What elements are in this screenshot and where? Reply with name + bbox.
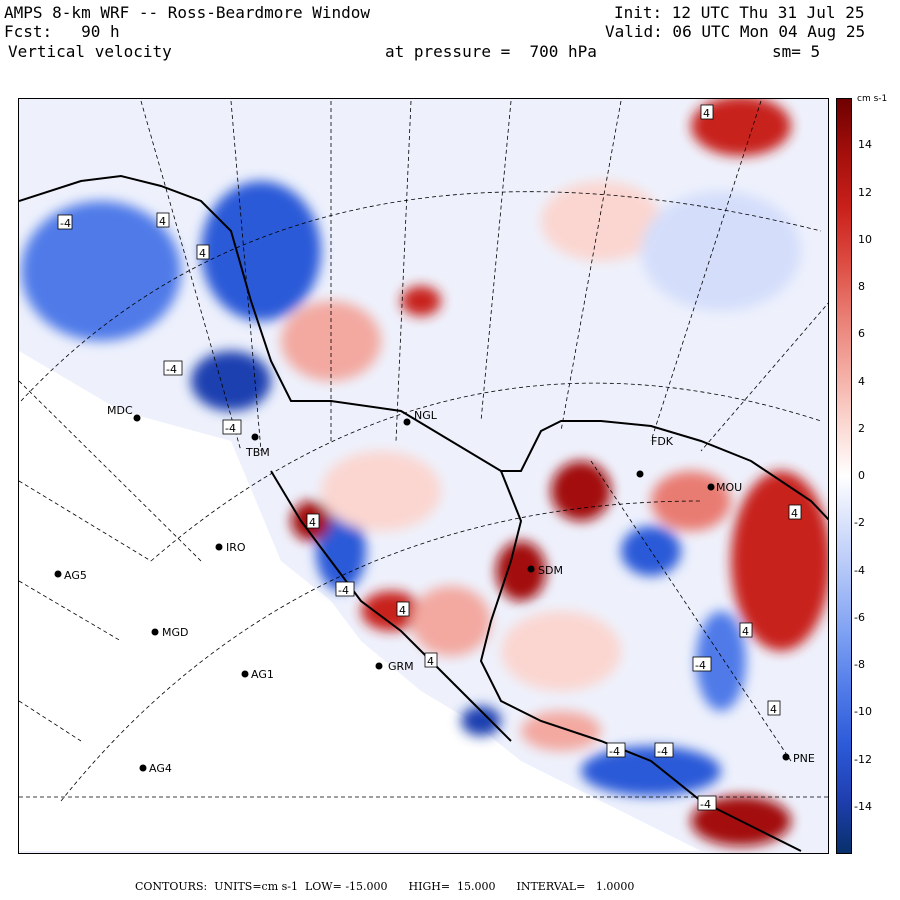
contour-label: -4 xyxy=(692,656,712,672)
station-dot-tbm xyxy=(251,433,259,441)
contour-label: 4 xyxy=(396,601,410,617)
station-dot-ag5 xyxy=(54,570,62,578)
colorbar-tick-label: 4 xyxy=(858,374,865,388)
svg-text:4: 4 xyxy=(427,655,434,668)
colorbar-tick-label: -4 xyxy=(854,563,865,577)
station-dot-sdm xyxy=(527,565,535,573)
station-label-fdk: FDK xyxy=(651,435,674,448)
station-dot-ag1 xyxy=(241,670,249,678)
valid-time: Valid: 06 UTC Mon 04 Aug 25 xyxy=(605,22,866,41)
svg-text:4: 4 xyxy=(770,703,777,716)
contour-label: 4 xyxy=(196,244,210,260)
map-panel: MDC NGL TBM FDK MOU IRO AG5 SDM MGD AG1 … xyxy=(18,98,829,854)
station-label-tbm: TBM xyxy=(245,446,270,459)
svg-text:-4: -4 xyxy=(60,217,71,230)
svg-text:-4: -4 xyxy=(225,422,236,435)
forecast-hour: Fcst: 90 h xyxy=(4,22,120,41)
station-dot-ag4 xyxy=(139,764,147,772)
contour-label: -4 xyxy=(654,742,674,758)
svg-text:-4: -4 xyxy=(657,745,668,758)
station-dot-fdk xyxy=(636,470,644,478)
contour-label: -4 xyxy=(335,581,355,597)
station-label-mou: MOU xyxy=(716,481,742,494)
smoothing-label: sm= 5 xyxy=(772,42,821,61)
colorbar xyxy=(836,98,852,854)
svg-text:4: 4 xyxy=(199,247,206,260)
station-label-ag4: AG4 xyxy=(149,762,172,775)
contour-label: 4 xyxy=(424,652,438,668)
station-label-iro: IRO xyxy=(226,541,246,554)
colorbar-tick-label: 12 xyxy=(858,185,872,199)
svg-text:4: 4 xyxy=(309,516,316,529)
colorbar-tick-label: 0 xyxy=(858,469,865,482)
contour-label: -4 xyxy=(606,742,626,758)
contour-label: 4 xyxy=(156,212,170,228)
colorbar-tick-label: 6 xyxy=(858,327,865,341)
colorbar-tick-label: 10 xyxy=(858,232,872,246)
contour-label: 4 xyxy=(767,700,781,716)
station-label-grm: GRM xyxy=(388,660,414,673)
svg-text:-4: -4 xyxy=(609,745,620,758)
no-data-region xyxy=(19,351,701,851)
contour-label: 4 xyxy=(306,513,320,529)
colorbar-tick-label: -10 xyxy=(854,705,872,719)
station-dot-ngl xyxy=(403,418,411,426)
svg-text:4: 4 xyxy=(703,107,710,120)
contour-label: 4 xyxy=(788,504,802,520)
colorbar-tick-label: -2 xyxy=(854,516,865,530)
station-label-ngl: NGL xyxy=(414,409,438,422)
colorbar-tick-label: -8 xyxy=(854,658,865,671)
contour-label: -4 xyxy=(163,360,183,376)
station-dot-pne xyxy=(782,753,790,761)
station-label-pne: PNE xyxy=(793,752,815,765)
contour-label: 4 xyxy=(700,104,714,120)
init-time: Init: 12 UTC Thu 31 Jul 25 xyxy=(614,3,865,22)
svg-text:-4: -4 xyxy=(700,798,711,811)
colorbar-tick-label: -12 xyxy=(854,752,872,766)
station-dot-iro xyxy=(215,543,223,551)
contour-label: -4 xyxy=(697,795,717,811)
svg-text:-4: -4 xyxy=(338,584,349,597)
contour-labels: -4 4 -4 -4 4 4 4 -4 4 -4 4 -4 -4 4 4 4 -… xyxy=(57,104,802,811)
pressure-level: at pressure = 700 hPa xyxy=(385,42,597,61)
contour-label: -4 xyxy=(222,419,242,435)
svg-text:4: 4 xyxy=(742,625,749,638)
svg-text:-4: -4 xyxy=(695,659,706,672)
station-label-ag1: AG1 xyxy=(251,668,274,681)
colorbar-tick-label: 14 xyxy=(858,138,872,152)
colorbar-tick-label: 8 xyxy=(858,280,865,293)
station-label-ag5: AG5 xyxy=(64,569,87,582)
contour-label: -4 xyxy=(57,214,73,230)
svg-text:4: 4 xyxy=(791,507,798,520)
station-dot-grm xyxy=(375,662,383,670)
svg-text:4: 4 xyxy=(399,604,406,617)
contour-info-footer: CONTOURS: UNITS=cm s-1 LOW= -15.000 HIGH… xyxy=(135,880,635,893)
field-name: Vertical velocity xyxy=(8,42,172,61)
station-dots xyxy=(54,414,790,772)
station-dot-mgd xyxy=(151,628,159,636)
station-label-mdc: MDC xyxy=(107,404,133,417)
station-dot-mdc xyxy=(133,414,141,422)
colorbar-tick-label: -6 xyxy=(854,610,865,624)
station-label-mgd: MGD xyxy=(162,626,189,639)
station-label-sdm: SDM xyxy=(538,564,563,577)
colorbar-tick-label: 2 xyxy=(858,421,865,435)
contour-label: 4 xyxy=(739,622,753,638)
colorbar-tick-label: -14 xyxy=(854,799,872,813)
vertical-velocity-map: MDC NGL TBM FDK MOU IRO AG5 SDM MGD AG1 … xyxy=(19,99,828,853)
svg-text:-4: -4 xyxy=(166,363,177,376)
model-title: AMPS 8-km WRF -- Ross-Beardmore Window xyxy=(4,3,371,22)
station-dot-mou xyxy=(707,483,715,491)
colorbar-units: cm s-1 xyxy=(857,94,888,104)
svg-text:4: 4 xyxy=(159,215,166,228)
